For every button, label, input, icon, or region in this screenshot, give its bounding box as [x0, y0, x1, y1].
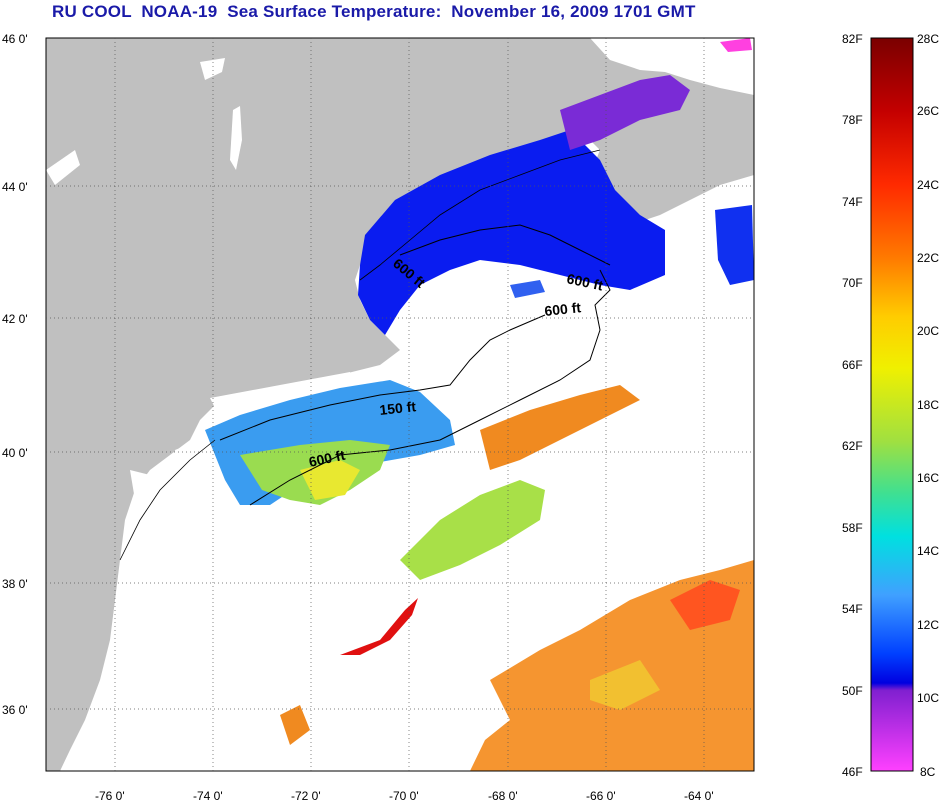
lon-label-66: -66 0'	[586, 789, 616, 803]
cb-c-label: 10C	[917, 691, 939, 705]
cb-f-label: 74F	[842, 195, 863, 209]
coastline-detail	[119, 149, 601, 561]
sst-small-orange	[280, 705, 310, 745]
cb-c-label: 16C	[917, 471, 939, 485]
cb-c-label: 14C	[917, 544, 939, 558]
cb-f-label: 78F	[842, 113, 863, 127]
colorbar-f-labels: 82F 78F 74F 70F 66F 62F 58F 54F 50F 46F	[842, 32, 863, 779]
sst-bay-of-fundy	[560, 75, 690, 150]
contour-label-150: 150 ft	[379, 398, 417, 418]
cb-c-label: 24C	[917, 178, 939, 192]
sst-pink-patch	[720, 38, 752, 52]
lon-label-74: -74 0'	[193, 789, 223, 803]
cb-f-label: 58F	[842, 521, 863, 535]
lat-label-46: 46 0'	[2, 32, 28, 46]
cb-f-label: 62F	[842, 439, 863, 453]
plot-frame	[45, 37, 755, 772]
contour-600ft	[249, 269, 611, 506]
lake-champlain	[230, 106, 242, 170]
lat-label-40: 40 0'	[2, 446, 28, 460]
sst-midatlantic-yellow	[300, 460, 360, 500]
cb-f-label: 82F	[842, 32, 863, 46]
cb-c-label: 22C	[917, 251, 939, 265]
cb-c-label: 20C	[917, 324, 939, 338]
cb-f-label: 54F	[842, 602, 863, 616]
sst-red-streak	[340, 598, 418, 655]
sst-south-red	[670, 580, 740, 630]
lake-west	[46, 150, 80, 185]
cb-c-label: 8C	[920, 765, 936, 779]
cb-c-label: 18C	[917, 398, 939, 412]
long-island-sound	[210, 372, 352, 408]
lon-label-70: -70 0'	[389, 789, 419, 803]
sst-georges	[510, 280, 545, 298]
lat-label-36: 36 0'	[2, 703, 28, 717]
sst-gulf-of-maine	[358, 130, 665, 335]
cb-f-label: 50F	[842, 684, 863, 698]
sst-green-band	[400, 480, 545, 580]
delaware-bay	[175, 440, 205, 490]
contour-150ft	[219, 314, 546, 441]
cb-f-label: 70F	[842, 276, 863, 290]
nova-scotia	[600, 140, 754, 225]
contour-gulf	[399, 224, 611, 266]
land-mass	[46, 38, 754, 771]
map-title: RU COOL NOAA-19 Sea Surface Temperature:…	[52, 2, 696, 21]
lake	[200, 58, 225, 80]
lon-label-64: -64 0'	[684, 789, 714, 803]
cb-c-label: 12C	[917, 618, 939, 632]
cb-c-label: 28C	[917, 32, 939, 46]
contour-label-600-d: 600 ft	[307, 447, 346, 470]
lon-label-72: -72 0'	[291, 789, 321, 803]
sst-scotian-shelf	[715, 205, 754, 285]
colorbar	[870, 37, 914, 772]
lat-label-42: 42 0'	[2, 312, 28, 326]
lat-label-38: 38 0'	[2, 577, 28, 591]
lon-label-68: -68 0'	[488, 789, 518, 803]
sst-orange-streaks	[480, 385, 640, 470]
cb-f-label: 46F	[842, 765, 863, 779]
lat-label-44: 44 0'	[2, 180, 28, 194]
cb-f-label: 66F	[842, 358, 863, 372]
cb-c-label: 26C	[917, 104, 939, 118]
sst-south-yellow	[590, 660, 660, 710]
lon-label-76: -76 0'	[95, 789, 125, 803]
contour-label-600-b: 600 ft	[565, 270, 604, 293]
chesapeake-bay	[112, 470, 160, 700]
colorbar-c-labels: 28C 26C 24C 22C 20C 18C 16C 14C 12C 10C …	[917, 32, 939, 779]
contour-label-600-c: 600 ft	[544, 299, 582, 319]
